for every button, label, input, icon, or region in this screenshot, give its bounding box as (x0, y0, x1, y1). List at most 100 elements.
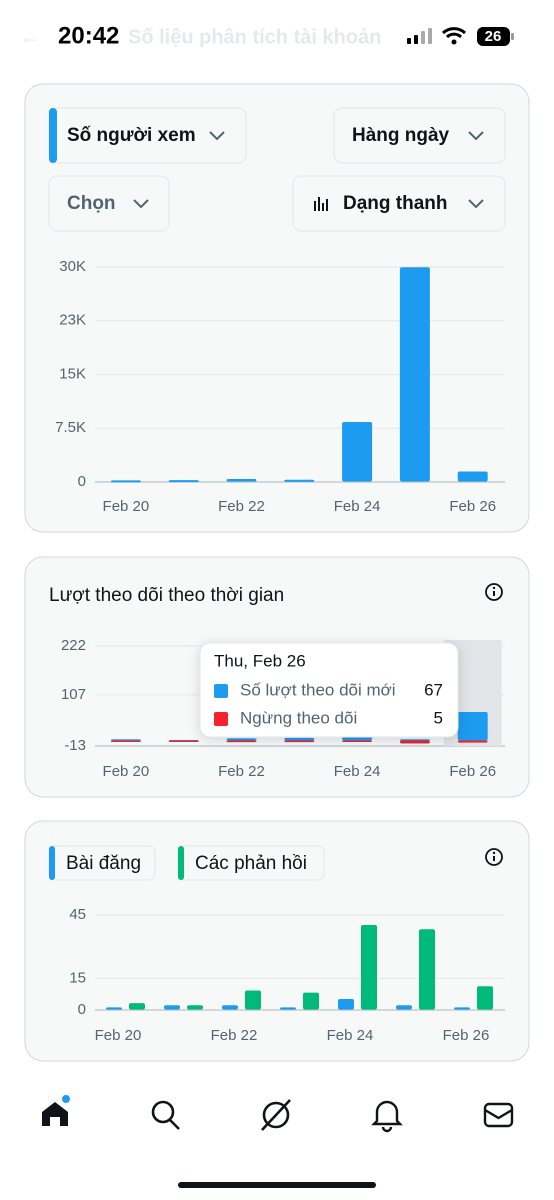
x-tick-label: Feb 22 (218, 763, 265, 780)
x-tick-label: Feb 22 (211, 1027, 258, 1044)
bar (454, 1007, 470, 1010)
bar (342, 740, 373, 742)
bar (110, 739, 141, 741)
nav-home[interactable] (42, 1095, 70, 1126)
y-tick-label: 23K (59, 312, 86, 329)
legend-chip[interactable]: Bài đăng (48, 845, 156, 881)
tooltip-value: 5 (434, 708, 443, 727)
bar (226, 478, 257, 482)
bar (129, 1003, 145, 1010)
x-tick-label: Feb 20 (103, 498, 150, 515)
legend-chip[interactable]: Các phản hồi (177, 845, 325, 881)
y-tick-label: 15K (59, 365, 86, 382)
nav-search[interactable] (151, 1100, 180, 1130)
bar (284, 737, 315, 741)
legend-swatch (178, 846, 184, 880)
dropdown-label: Hàng ngày (352, 125, 450, 146)
bar (245, 990, 261, 1010)
x-tick-label: Feb 26 (443, 1027, 490, 1044)
tooltip: Thu, Feb 26 Số lượt theo dõi mới 67 Ngừng t… (199, 642, 459, 738)
interval-dropdown[interactable]: Hàng ngày (333, 107, 506, 164)
tooltip-value: 67 (424, 680, 443, 699)
bar (361, 925, 377, 1010)
y-tick-label: 7.5K (55, 419, 86, 436)
x-tick-label: Feb 22 (218, 498, 265, 515)
nav-grok[interactable] (261, 1099, 291, 1131)
legend-label: Các phản hồi (195, 853, 307, 874)
legend-label: Bài đăng (66, 853, 141, 874)
bar (110, 480, 141, 483)
bar (477, 986, 493, 1010)
bar (226, 738, 257, 741)
plots: 0 7.5K 15K 23K 30K Feb 20 Feb 22 Feb 24 Feb 26 -1… (48, 258, 505, 1044)
signal-icon (407, 28, 432, 44)
y-tick-label: 222 (61, 637, 86, 654)
y-tick-label: 0 (78, 1001, 86, 1018)
y-tick-label: 15 (69, 969, 86, 986)
back-arrow[interactable]: ← (20, 26, 40, 48)
bar (284, 479, 315, 482)
bar (457, 471, 488, 482)
y-tick-label: -13 (64, 737, 86, 754)
select-dropdown[interactable]: Chọn (48, 175, 170, 232)
nav-notifications[interactable] (371, 1100, 403, 1133)
battery-tip (511, 33, 514, 40)
info-icon[interactable] (485, 848, 503, 866)
dropdown-label: Số người xem (67, 125, 196, 146)
bar (399, 740, 430, 744)
bar (303, 992, 319, 1010)
card-title: Lượt theo dõi theo thời gian (49, 585, 284, 606)
nav-messages[interactable] (483, 1102, 514, 1128)
bar (226, 740, 257, 743)
wifi-icon (441, 27, 467, 39)
x-tick-label: Feb 24 (327, 1027, 374, 1044)
bar (419, 929, 435, 1010)
y-tick-label: 45 (69, 906, 86, 923)
y-tick-label: 0 (78, 473, 86, 490)
tooltip-series-name: Số lượt theo dõi mới (240, 680, 396, 699)
bar (106, 1007, 122, 1010)
x-tick-label: Feb 20 (95, 1027, 142, 1044)
metric-dropdown[interactable]: Số người xem (48, 107, 247, 164)
bar (168, 480, 199, 483)
bar (338, 998, 354, 1010)
tooltip-title: Thu, Feb 26 (214, 651, 306, 670)
bar (280, 1007, 296, 1010)
bar (457, 740, 488, 743)
bar (168, 740, 199, 742)
dropdown-label: Chọn (67, 193, 116, 214)
x-tick-label: Feb 20 (103, 763, 150, 780)
bar (396, 1005, 412, 1010)
bar (187, 1005, 203, 1010)
wifi-dot (451, 39, 457, 45)
info-icon[interactable] (485, 583, 503, 601)
bar (342, 737, 373, 741)
x-tick-label: Feb 24 (334, 498, 381, 515)
status-time: 20:42 (58, 22, 119, 49)
dropdown-label: Dạng thanh (343, 193, 448, 214)
x-tick-label: Feb 26 (449, 498, 496, 515)
x-tick-label: Feb 24 (334, 763, 381, 780)
bar (110, 740, 141, 742)
y-tick-label: 107 (61, 686, 86, 703)
bar (399, 739, 430, 741)
bar (457, 711, 488, 741)
bar (222, 1005, 238, 1010)
tooltip-swatch (214, 712, 228, 726)
y-tick-label: 30K (59, 258, 86, 275)
tooltip-box (199, 642, 459, 738)
tooltip-series-name: Ngừng theo dõi (240, 708, 357, 727)
battery-level: 26 (485, 28, 502, 45)
home-indicator (178, 1182, 376, 1188)
style-dropdown[interactable]: Dạng thanh (292, 175, 506, 232)
x-tick-label: Feb 26 (449, 763, 496, 780)
bar (284, 740, 315, 743)
card (24, 820, 530, 1062)
legend-swatch (49, 846, 55, 880)
bar (342, 422, 373, 482)
bar (164, 1005, 180, 1010)
battery-icon (477, 27, 510, 46)
bar (399, 267, 430, 482)
